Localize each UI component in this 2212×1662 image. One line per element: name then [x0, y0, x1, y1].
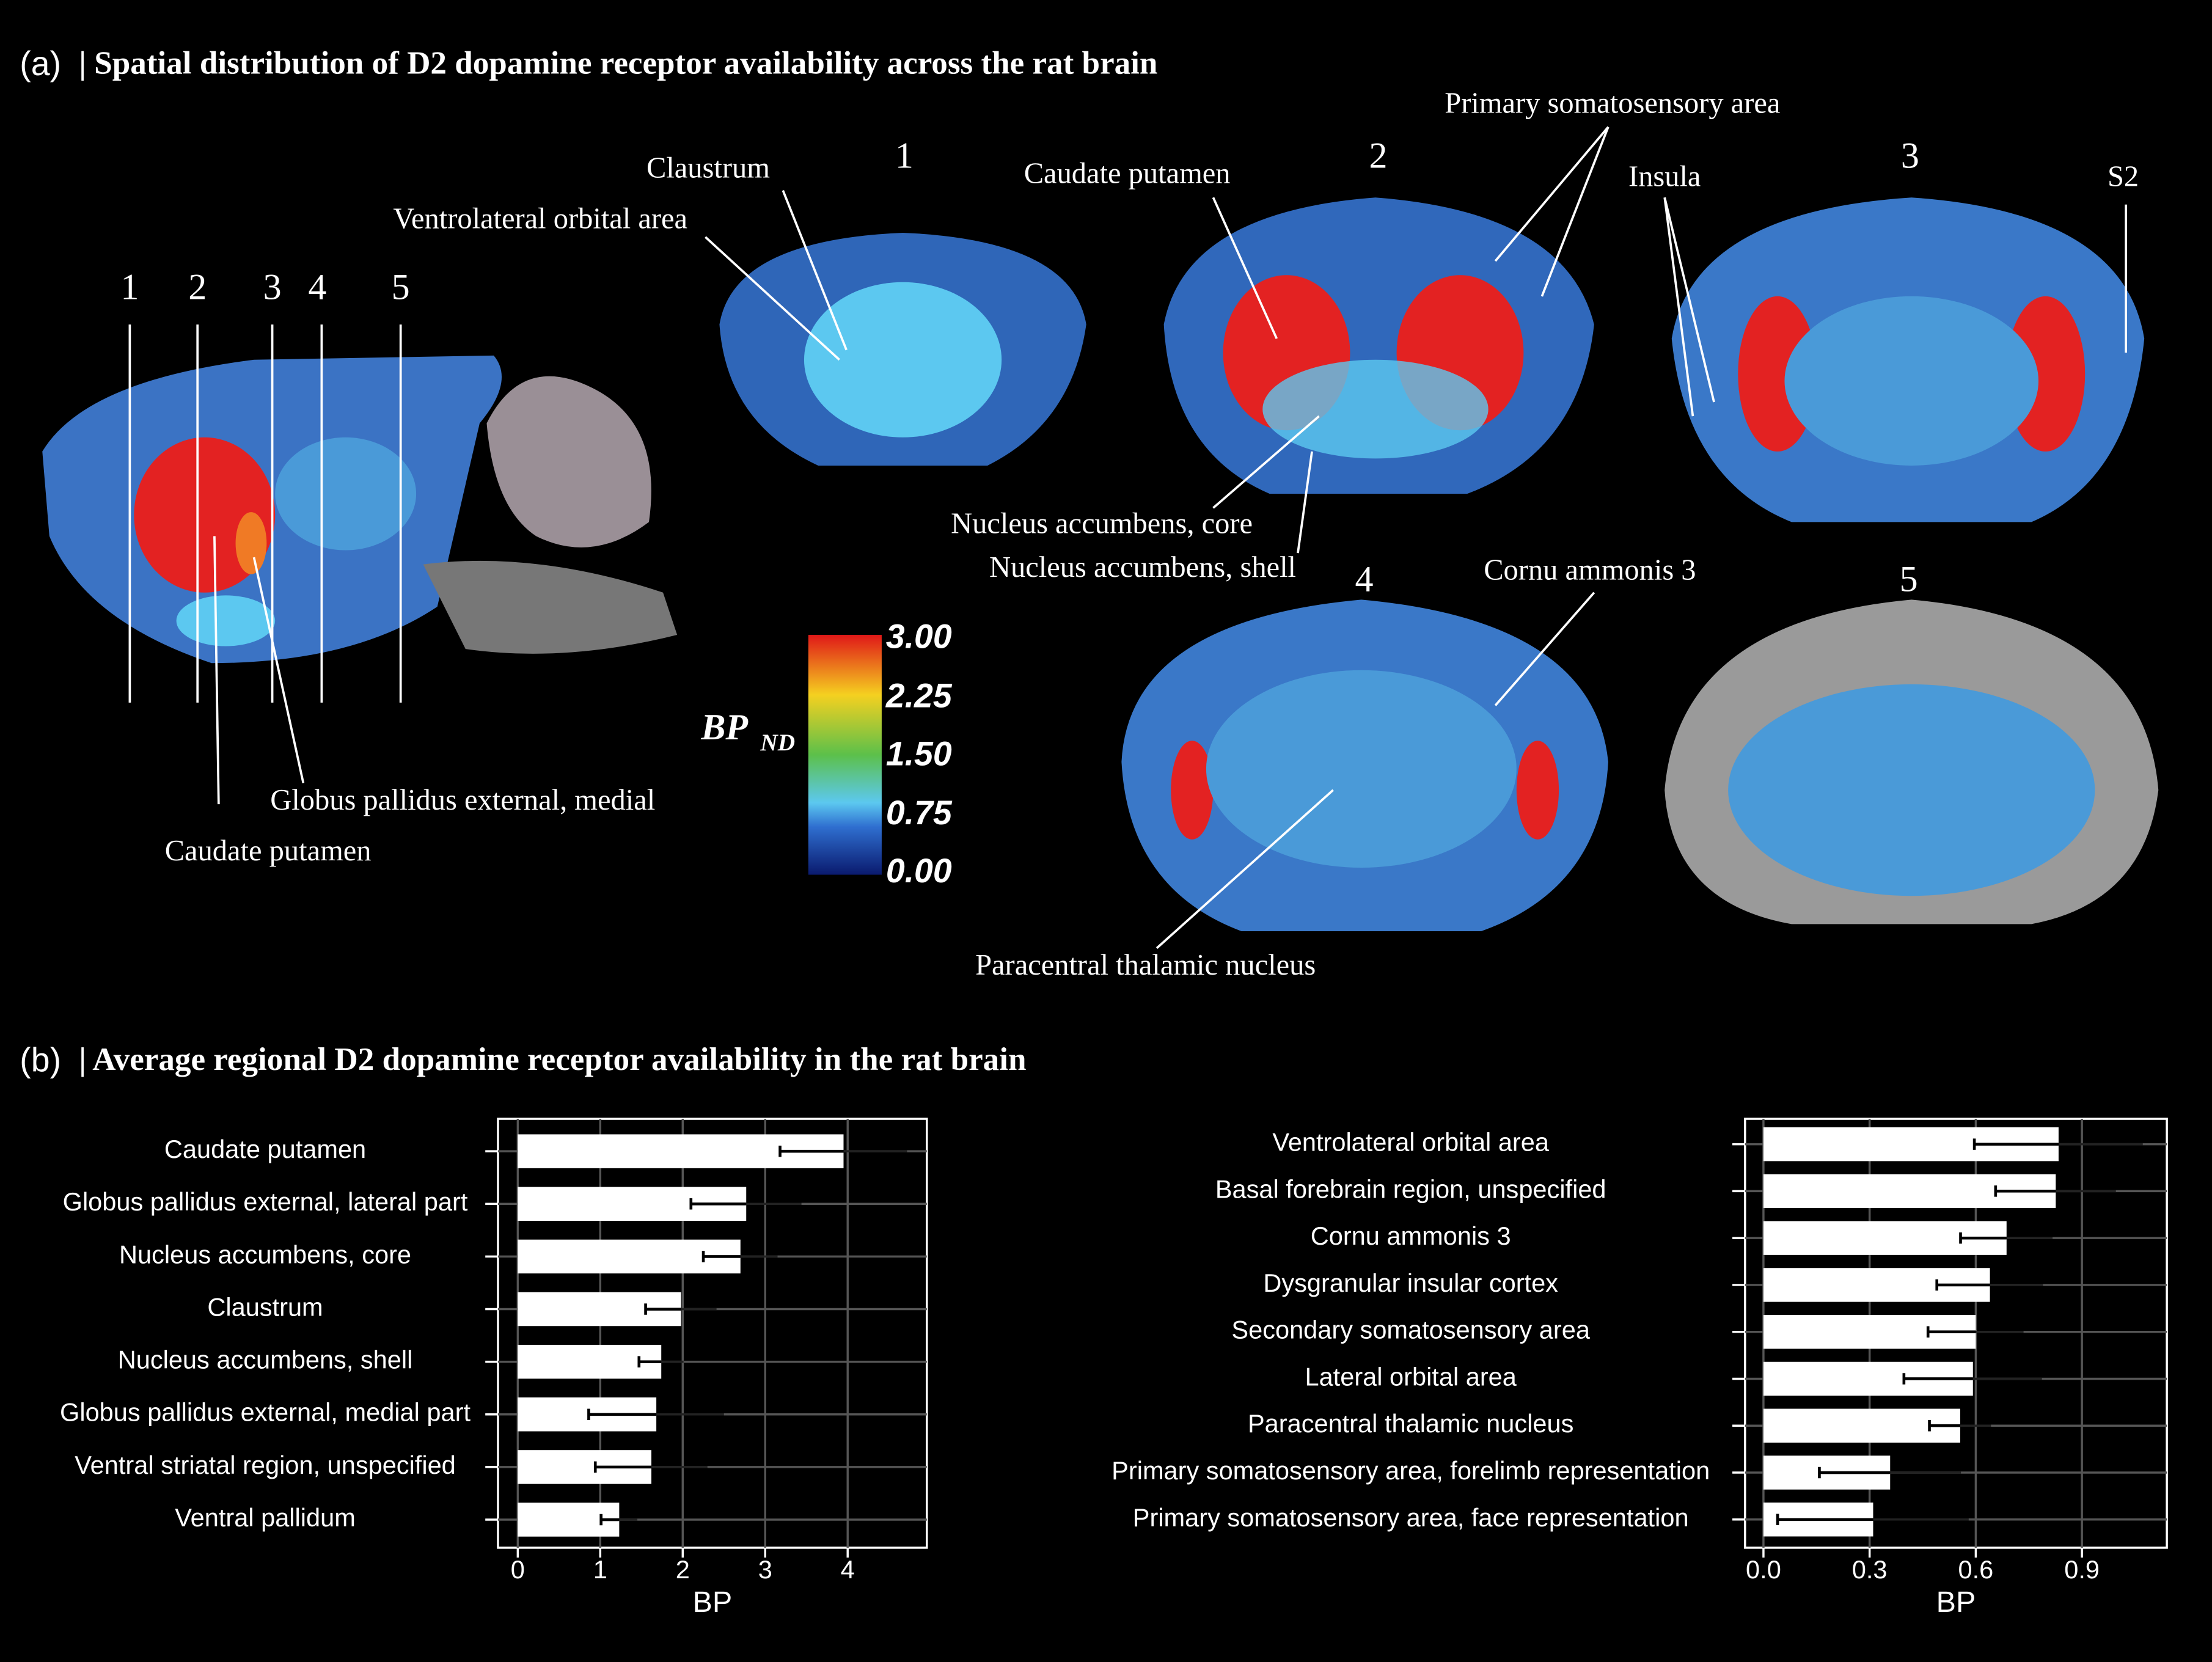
slice-number: 2 [1369, 136, 1388, 176]
colorbar-tick: 0.75 [886, 794, 953, 832]
annotation: Caudate putamen [1024, 158, 1231, 190]
y-tick-label: Caudate putamen [164, 1135, 366, 1163]
leader-lines [128, 126, 2128, 950]
y-tick-label: Primary somatosensory area, face represe… [1133, 1503, 1689, 1532]
y-tick-label: Primary somatosensory area, forelimb rep… [1111, 1456, 1710, 1485]
y-tick-label: Basal forebrain region, unspecified [1215, 1174, 1606, 1203]
y-tick-label: Cornu ammonis 3 [1311, 1221, 1511, 1250]
y-tick-label: Secondary somatosensory area [1231, 1316, 1590, 1344]
y-tick-label: Lateral orbital area [1305, 1362, 1517, 1391]
x-tick-label: 0.0 [1746, 1555, 1781, 1584]
y-tick-label: Globus pallidus external, lateral part [63, 1187, 468, 1216]
y-tick-label: Ventrolateral orbital area [1272, 1128, 1550, 1157]
bar [1763, 1408, 1960, 1443]
x-tick-label: 0.9 [2064, 1555, 2100, 1584]
y-tick-label: Dysgranular insular cortex [1263, 1268, 1558, 1297]
slice-number: 3 [263, 266, 282, 307]
x-axis-label: BP [693, 1586, 733, 1619]
coronal-slices [719, 197, 2159, 931]
y-tick-label: Globus pallidus external, medial part [60, 1398, 471, 1427]
annotation: Primary somatosensory area [1445, 87, 1780, 119]
y-tick-label: Nucleus accumbens, shell [118, 1345, 413, 1374]
x-tick-label: 2 [676, 1555, 690, 1584]
annotation: Paracentral thalamic nucleus [975, 949, 1316, 981]
colorbar [808, 635, 882, 875]
annotation: Ventrolateral orbital area [393, 203, 687, 235]
colorbar-tick: 1.50 [886, 734, 952, 772]
slice-number: 4 [1355, 558, 1373, 599]
slice-number: 5 [392, 266, 410, 307]
y-tick-label: Claustrum [207, 1292, 323, 1321]
slice-number: 1 [120, 266, 139, 307]
x-axis-label: BP [1936, 1586, 1976, 1619]
bar [518, 1344, 662, 1379]
annotation: Insula [1628, 160, 1701, 192]
slice-number: 4 [308, 266, 326, 307]
x-tick-label: 4 [841, 1555, 855, 1584]
colorbar-tick: 0.00 [886, 852, 952, 890]
annotation: Nucleus accumbens, core [951, 507, 1253, 540]
x-tick-label: 1 [593, 1555, 607, 1584]
colorbar-tick: 2.25 [885, 677, 953, 715]
y-tick-label: Ventral striatal region, unspecified [75, 1451, 456, 1479]
slice-number: 1 [895, 136, 914, 176]
panel-label: (b) [20, 1041, 61, 1078]
y-tick-label: Nucleus accumbens, core [119, 1240, 411, 1268]
y-tick-label: Paracentral thalamic nucleus [1248, 1409, 1573, 1438]
slice-number: 2 [188, 266, 207, 307]
sagittal-brain [42, 355, 678, 664]
annotation: Cornu ammonis 3 [1484, 554, 1696, 587]
panel-label: (a) [20, 45, 61, 82]
y-tick-label: Ventral pallidum [175, 1503, 356, 1532]
slice-number: 3 [1901, 136, 1919, 176]
x-tick-label: 0.6 [1958, 1555, 1994, 1584]
x-tick-label: 0 [511, 1555, 525, 1584]
colorbar-subscript: ND [760, 730, 795, 756]
colorbar-tick: 3.00 [886, 618, 952, 656]
annotation: Claustrum [646, 152, 770, 185]
panel-title: | Spatial distribution of D2 dopamine re… [79, 46, 1157, 81]
panel-title: | Average regional D2 dopamine receptor … [79, 1042, 1026, 1077]
colorbar-label: BP [700, 707, 749, 747]
slice-number: 5 [1900, 558, 1918, 599]
annotation: Nucleus accumbens, shell [989, 551, 1296, 584]
annotation: Globus pallidus external, medial [270, 784, 655, 816]
x-tick-label: 3 [758, 1555, 772, 1584]
annotation: Caudate putamen [165, 835, 372, 867]
annotation: S2 [2108, 160, 2139, 192]
x-tick-label: 0.3 [1852, 1555, 1888, 1584]
